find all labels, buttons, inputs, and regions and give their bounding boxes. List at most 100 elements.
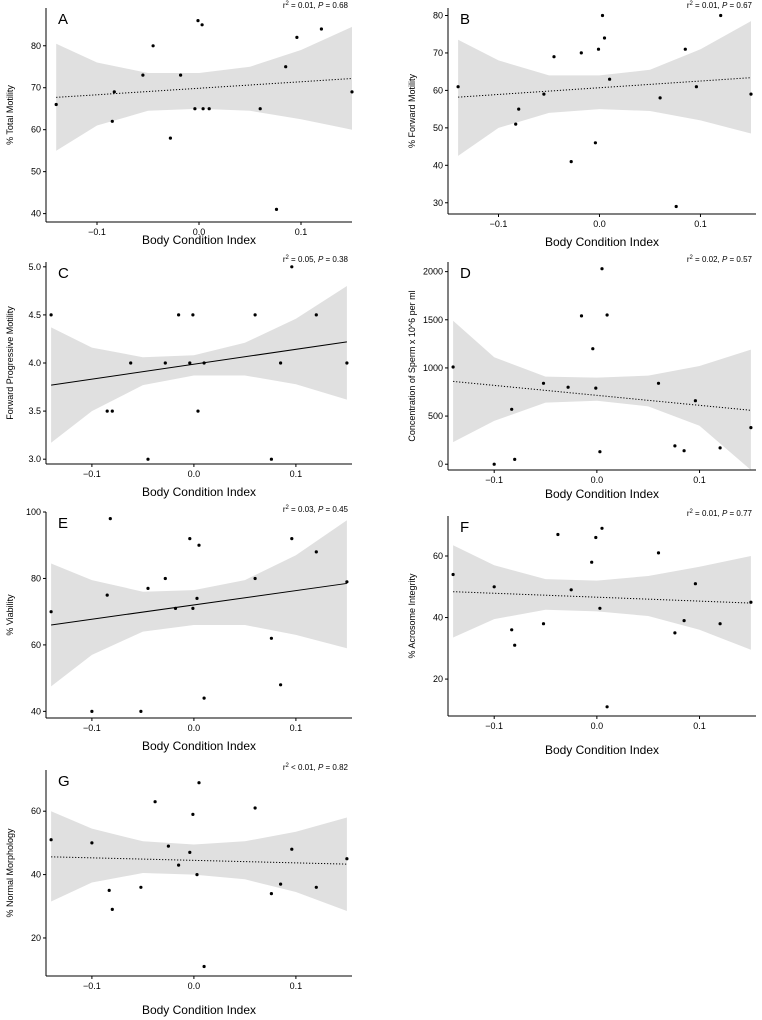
- x-axis-label: Body Condition Index: [142, 739, 256, 753]
- data-point: [196, 409, 200, 413]
- data-point: [492, 462, 496, 466]
- x-tick-label: 0.1: [694, 219, 707, 229]
- panel-g: −0.1 0.0 0.1 20 40 60 Gr2 < 0.01, P = 0.82 Body…: [5, 763, 352, 1017]
- x-tick-label: 0.0: [188, 981, 201, 991]
- data-point: [673, 444, 677, 448]
- data-point: [173, 606, 178, 611]
- data-point: [541, 381, 546, 385]
- data-point: [319, 27, 323, 31]
- data-point: [90, 709, 94, 714]
- x-tick-label: 0.1: [290, 981, 303, 991]
- data-point: [279, 882, 283, 886]
- y-tick-label: 50: [433, 123, 443, 133]
- regression-line: [56, 77, 353, 98]
- data-point: [718, 622, 722, 626]
- x-tick-label: 0.1: [693, 475, 706, 485]
- data-point: [514, 122, 518, 126]
- data-point: [314, 313, 318, 317]
- data-point: [718, 446, 722, 450]
- x-tick-label: −0.1: [485, 721, 503, 731]
- data-point: [195, 873, 199, 877]
- y-axis-label: % Viability: [5, 594, 15, 636]
- y-tick-label: 1000: [423, 363, 443, 373]
- data-point: [456, 85, 460, 89]
- confidence-band: [51, 811, 347, 911]
- data-point: [197, 781, 201, 785]
- data-point: [694, 85, 699, 89]
- y-tick-label: 40: [433, 613, 443, 623]
- x-tick-label: 0.0: [188, 723, 201, 733]
- data-point: [451, 365, 455, 369]
- data-point: [166, 844, 170, 848]
- y-tick-label: 60: [31, 640, 41, 650]
- data-point: [139, 709, 143, 714]
- data-point: [49, 610, 53, 614]
- data-point: [129, 361, 133, 365]
- data-point: [153, 800, 157, 804]
- y-tick-label: 5.0: [28, 262, 41, 272]
- data-point: [566, 385, 570, 389]
- y-tick-label: 40: [31, 209, 41, 219]
- data-point: [350, 90, 354, 94]
- y-tick-label: 60: [433, 551, 443, 561]
- data-point: [600, 526, 604, 530]
- data-point: [569, 588, 573, 592]
- y-tick-label: 80: [31, 573, 41, 583]
- data-point: [191, 313, 195, 317]
- y-tick-label: 500: [428, 411, 443, 421]
- data-point: [542, 92, 546, 96]
- data-point: [513, 457, 517, 461]
- x-tick-label: 0.0: [591, 721, 604, 731]
- data-point: [54, 102, 58, 107]
- data-point: [188, 361, 192, 365]
- data-point: [196, 19, 200, 23]
- y-tick-label: 50: [31, 167, 41, 177]
- data-point: [139, 885, 143, 889]
- x-tick-label: −0.1: [83, 981, 101, 991]
- data-point: [674, 204, 678, 209]
- y-axis-label: % Forward Motility: [407, 73, 417, 148]
- data-point: [188, 850, 192, 855]
- data-point: [345, 580, 349, 584]
- data-point: [345, 857, 349, 861]
- data-point: [274, 207, 279, 211]
- data-point: [197, 543, 201, 547]
- data-point: [693, 399, 698, 403]
- regression-line: [453, 380, 751, 411]
- data-point: [284, 65, 288, 69]
- panel-label: F: [460, 519, 469, 536]
- data-point: [110, 907, 114, 912]
- data-point: [90, 841, 94, 845]
- data-point: [605, 313, 609, 317]
- y-tick-label: 70: [31, 83, 41, 93]
- data-point: [279, 361, 283, 365]
- x-tick-label: 0.1: [290, 723, 303, 733]
- data-point: [345, 361, 349, 365]
- y-tick-label: 20: [31, 933, 41, 943]
- y-tick-label: 100: [26, 507, 41, 517]
- y-tick-label: 40: [433, 160, 443, 170]
- data-point: [749, 600, 753, 604]
- regression-line: [51, 341, 347, 386]
- data-point: [207, 107, 211, 111]
- y-tick-label: 4.5: [28, 310, 41, 320]
- data-point: [105, 409, 109, 413]
- x-tick-label: −0.1: [83, 723, 101, 733]
- x-tick-label: −0.1: [485, 475, 503, 485]
- data-point: [108, 517, 112, 521]
- x-tick-label: 0.0: [193, 227, 206, 237]
- data-point: [177, 863, 181, 867]
- panel-f: −0.1 0.0 0.1 20 40 60 Fr2 = 0.01, P = 0.77 Body…: [407, 509, 756, 757]
- y-tick-label: 80: [31, 41, 41, 51]
- data-point: [569, 160, 573, 164]
- data-point: [269, 892, 273, 896]
- data-point: [314, 885, 318, 889]
- y-tick-label: 30: [433, 198, 443, 208]
- x-tick-label: 0.0: [591, 475, 604, 485]
- x-tick-label: 0.1: [693, 721, 706, 731]
- data-point: [179, 73, 183, 77]
- data-point: [253, 313, 257, 317]
- data-point: [593, 141, 598, 145]
- data-point: [290, 847, 294, 851]
